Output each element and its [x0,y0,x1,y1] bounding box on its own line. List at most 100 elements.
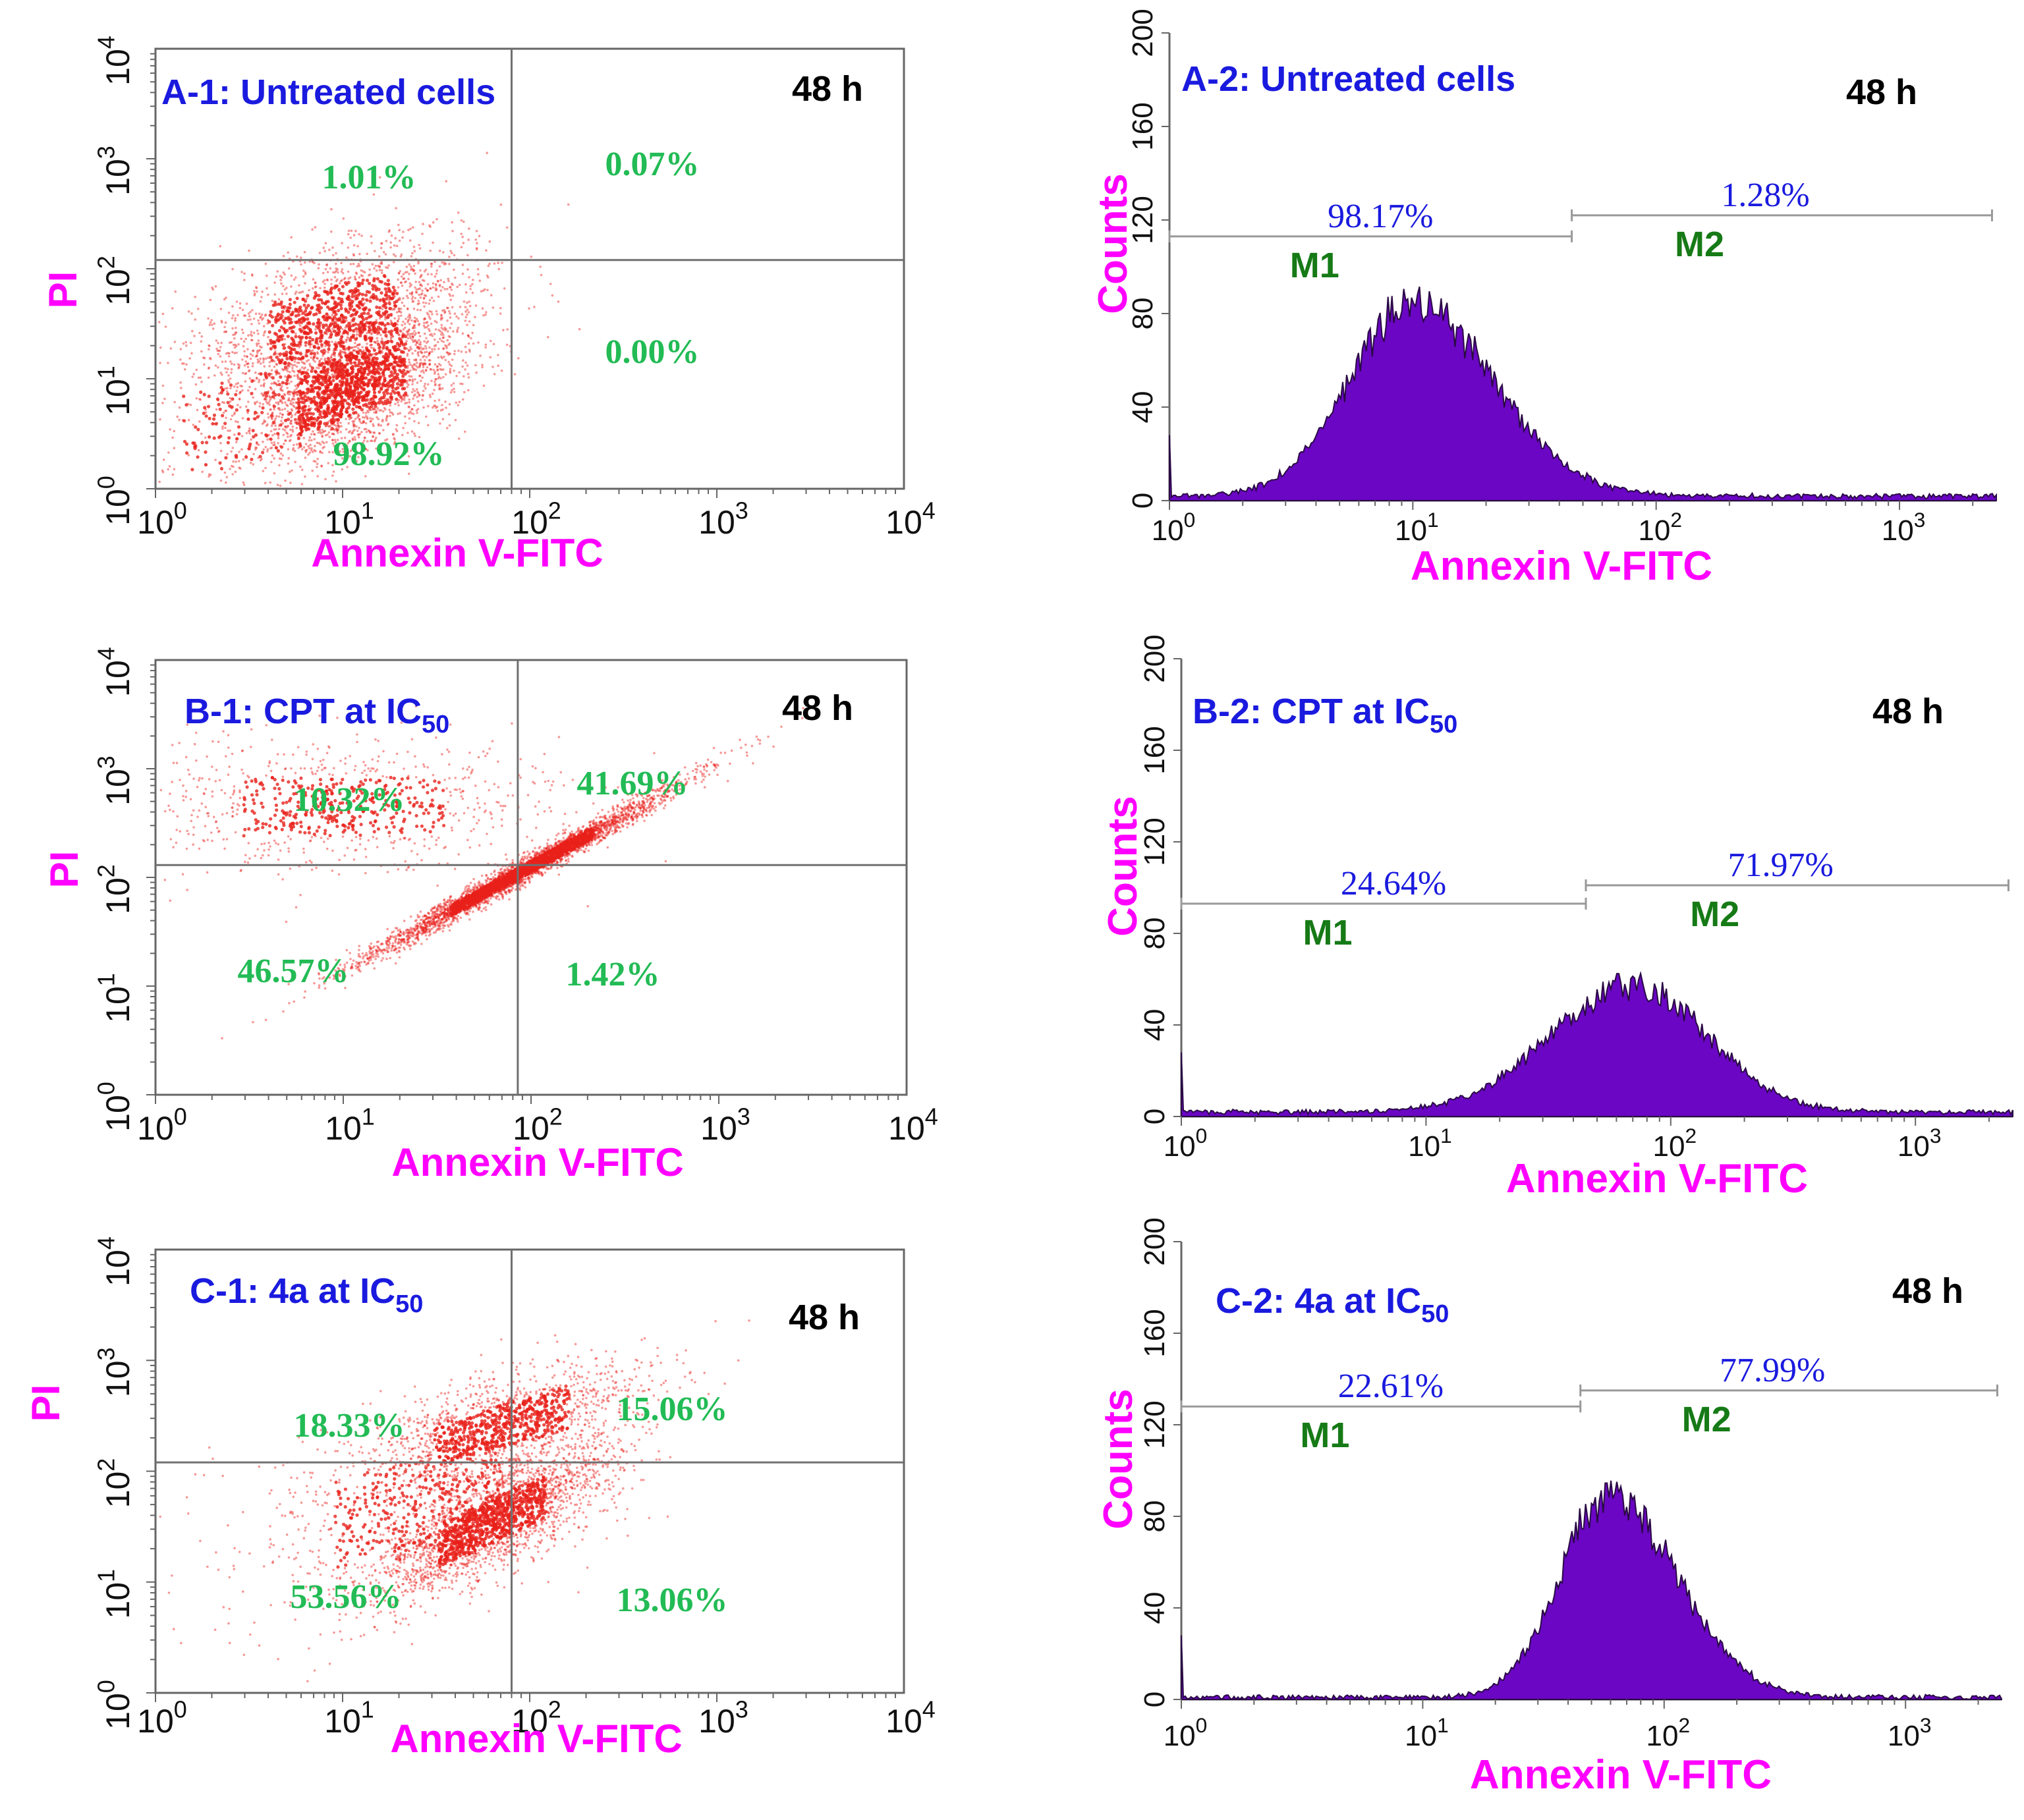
scatter-point [447,310,451,313]
scatter-point [268,403,271,406]
scatter-point [313,262,316,265]
scatter-point [439,422,441,425]
scatter-point [376,339,379,343]
scatter-point [210,319,213,321]
scatter-point [227,429,229,432]
scatter-point [381,304,385,308]
scatter-point [412,412,415,416]
scatter-point [214,364,217,367]
scatter-point [308,439,311,442]
scatter-point [373,395,377,399]
scatter-point [281,422,285,425]
scatter-point [219,385,223,389]
scatter-point [316,416,320,420]
scatter-point [448,342,451,345]
scatter-point [253,290,256,292]
scatter-point [182,342,185,345]
scatter-point [248,442,252,446]
scatter-point [259,345,262,348]
scatter-point [278,464,281,467]
scatter-point [273,352,277,356]
scatter-point [416,319,420,323]
scatter-point [234,317,237,320]
scatter-point [265,274,268,277]
scatter-point [182,395,186,399]
scatter-point [243,350,246,353]
scatter-point [221,400,224,404]
scatter-point [310,407,313,410]
scatter-point [254,401,256,404]
scatter-point [432,286,435,289]
scatter-point [256,400,258,403]
scatter-point [413,316,416,319]
scatter-point [227,379,230,382]
scatter-point [369,417,372,420]
scatter-point [208,323,211,327]
scatter-point [434,363,437,366]
scatter-point [283,429,287,431]
scatter-point [335,404,339,408]
scatter-point [302,400,306,404]
scatter-point [271,454,274,457]
scatter-point [313,438,316,441]
scatter-point [314,386,318,390]
scatter-point [405,340,408,343]
scatter-point [246,408,250,412]
scatter-point [401,362,404,365]
scatter-point [232,465,235,468]
scatter-point [252,463,255,466]
scatter-point [451,294,455,297]
scatter-point [354,354,357,358]
scatter-point [301,405,305,409]
scatter-point [226,441,230,445]
scatter-point [189,403,192,406]
scatter-point [257,339,260,342]
scatter-point [345,256,348,259]
scatter-point [293,449,296,453]
scatter-point [229,360,232,363]
scatter-point [296,362,299,364]
scatter-point [419,350,422,353]
scatter-point [417,300,420,302]
scatter-point [256,358,260,361]
scatter-point [460,233,463,235]
scatter-point [393,317,396,320]
scatter-point [295,343,299,348]
scatter-point [229,418,233,421]
scatter-point [422,324,426,327]
scatter-point [370,431,372,433]
scatter-point [308,336,312,340]
scatter-point [340,262,343,265]
scatter-point [161,471,165,474]
scatter-point [257,319,260,322]
scatter-point [420,923,424,925]
scatter-point [362,323,366,327]
scatter-point [372,327,376,332]
scatter-point [315,308,320,312]
scatter-point [317,348,320,350]
scatter-point [354,342,356,345]
scatter-point [428,346,431,349]
scatter-point [426,273,430,276]
scatter-point [405,401,408,404]
scatter-point [416,362,418,364]
scatter-point [403,322,407,325]
scatter-point [264,357,267,360]
scatter-point [409,265,412,268]
scatter-point [185,363,188,366]
scatter-point [426,289,430,292]
scatter-point [381,314,384,317]
scatter-point [422,366,425,368]
scatter-point [447,335,450,338]
scatter-point [440,323,443,327]
scatter-point [433,404,436,407]
scatter-point [327,347,331,352]
scatter-point [294,309,298,313]
scatter-point [340,383,345,387]
scatter-point [226,453,229,456]
scatter-point [237,460,240,462]
scatter-point [312,395,316,400]
scatter-point [164,325,167,328]
scatter-point [279,452,283,455]
